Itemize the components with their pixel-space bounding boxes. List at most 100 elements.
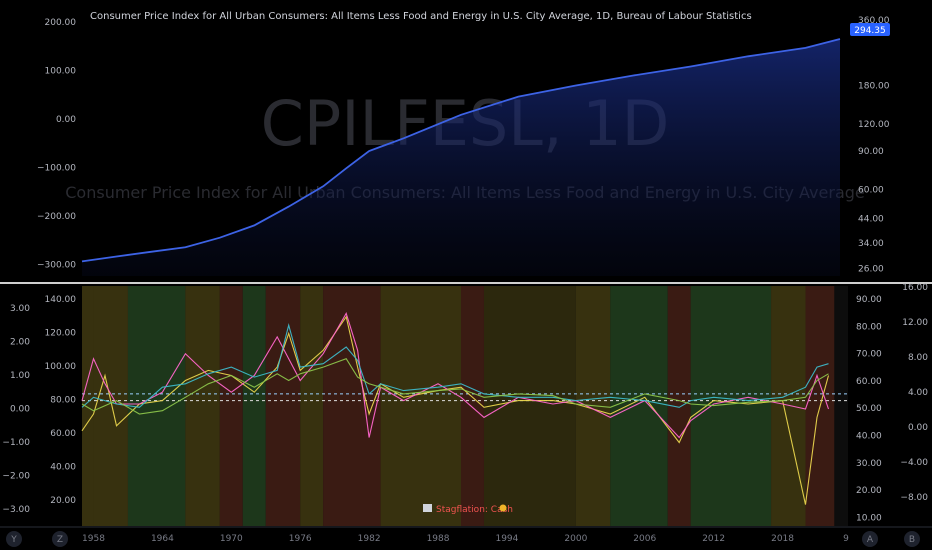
price-right-tick: 360.00 <box>858 16 890 26</box>
price-pane[interactable]: CPILFESL, 1D Consumer Price Index for Al… <box>37 0 890 282</box>
indicator-right-inner-tick: 50.00 <box>856 404 882 414</box>
time-axis-cut-label: 9 <box>843 534 849 544</box>
indicator-pane[interactable]: 3.00 2.00 1.00 0.00 −1.00 −2.00 −3.00 140.00 12… <box>2 283 928 526</box>
regime-band-reflation <box>483 286 576 526</box>
time-tick: 2000 <box>564 534 587 544</box>
indicator-right-outer-axis: 16.00 12.00 8.00 4.00 0.00 −4.00 −8.00 <box>900 283 928 503</box>
regime-band-stagflation <box>219 286 243 526</box>
last-price-badge <box>850 23 890 36</box>
regime-band-stagflation <box>323 286 381 526</box>
indicator-left-inner-axis: 140.00 120.00 100.00 80.00 60.00 40.00 20.00 <box>45 295 77 506</box>
time-tick: 2018 <box>771 534 794 544</box>
key-y-button[interactable]: Y <box>6 531 22 547</box>
price-left-tick: −200.00 <box>37 212 76 222</box>
indicator-right-outer-tick: 8.00 <box>908 353 928 363</box>
price-right-tick: 34.00 <box>858 239 884 249</box>
indicator-right-inner-tick: 60.00 <box>856 377 882 387</box>
price-left-axis: 200.00 100.00 0.00 −100.00 −200.00 −300.00 <box>37 18 76 271</box>
indicator-left-inner-tick: 60.00 <box>50 429 76 439</box>
indicator-left-outer-tick: −3.00 <box>2 505 30 515</box>
indicator-right-outer-tick: −8.00 <box>900 493 928 503</box>
price-left-tick: −300.00 <box>37 261 76 271</box>
indicator-left-inner-tick: 120.00 <box>45 329 77 339</box>
regime-band-recovery <box>242 286 266 526</box>
indicator-left-outer-tick: 0.00 <box>10 405 30 415</box>
indicator-right-inner-tick: 40.00 <box>856 432 882 442</box>
regime-band-stagflation <box>461 286 484 526</box>
indicator-right-inner-tick: 30.00 <box>856 459 882 469</box>
regime-band-overheat <box>185 286 220 526</box>
indicator-right-inner-tick: 70.00 <box>856 350 882 360</box>
regime-band-recovery <box>610 286 668 526</box>
time-tick: 1988 <box>427 534 450 544</box>
price-left-tick: 100.00 <box>45 67 77 77</box>
svg-text:Z: Z <box>57 535 63 545</box>
indicator-series-line-3 <box>81 323 829 408</box>
svg-text:Y: Y <box>10 535 17 545</box>
chart-title: Consumer Price Index for All Urban Consu… <box>90 11 752 22</box>
key-a-button[interactable]: A <box>862 531 878 547</box>
time-tick: 1982 <box>358 534 381 544</box>
regime-label-text: Stagflation: Cash <box>436 505 513 515</box>
indicator-series <box>81 312 830 505</box>
regime-band-recovery <box>690 286 772 526</box>
price-right-tick: 90.00 <box>858 147 884 157</box>
indicator-left-outer-tick: 1.00 <box>10 371 30 381</box>
price-left-tick: 200.00 <box>45 18 77 28</box>
time-tick: 1970 <box>220 534 243 544</box>
indicator-left-inner-tick: 100.00 <box>45 362 77 372</box>
price-right-tick: 44.00 <box>858 215 884 225</box>
regime-band-overheat <box>771 286 806 526</box>
indicator-right-inner-tick: 10.00 <box>856 513 882 523</box>
time-tick: 1994 <box>495 534 518 544</box>
indicator-right-inner-axis: 90.00 80.00 70.00 60.00 50.00 40.00 30.00 20.00… <box>856 295 882 523</box>
price-right-axis[interactable]: 360.00 180.00 120.00 90.00 60.00 44.00 34.00 26… <box>858 16 890 274</box>
indicator-left-outer-tick: −2.00 <box>2 472 30 482</box>
pane-separator[interactable] <box>0 282 932 284</box>
indicator-left-inner-tick: 140.00 <box>45 295 77 305</box>
regime-band-stagflation <box>265 286 301 526</box>
svg-text:B: B <box>909 535 915 545</box>
regime-band-overheat <box>300 286 324 526</box>
regime-band-overheat <box>82 286 94 526</box>
last-price-label: 294.35 <box>854 26 886 36</box>
indicator-right-inner-tick: 90.00 <box>856 295 882 305</box>
time-tick: 2012 <box>702 534 725 544</box>
time-tick: 2006 <box>633 534 656 544</box>
indicator-left-outer-tick: −1.00 <box>2 438 30 448</box>
time-axis[interactable]: 1958 1964 1970 1976 1982 1988 1994 2000 2006 2012… <box>0 526 932 550</box>
indicator-right-outer-tick: 0.00 <box>908 423 928 433</box>
indicator-left-outer-axis: 3.00 2.00 1.00 0.00 −1.00 −2.00 −3.00 <box>2 304 30 515</box>
time-tick: 1976 <box>289 534 312 544</box>
regime-band-overheat <box>380 286 461 526</box>
indicator-left-inner-tick: 40.00 <box>50 463 76 473</box>
price-right-tick: 60.00 <box>858 185 884 195</box>
price-left-tick: −100.00 <box>37 164 76 174</box>
regime-bands <box>82 286 848 526</box>
indicator-right-inner-tick: 80.00 <box>856 322 882 332</box>
indicator-right-outer-tick: 16.00 <box>902 283 928 293</box>
key-z-button[interactable]: Z <box>52 531 68 547</box>
indicator-right-outer-tick: 12.00 <box>902 318 928 328</box>
chart-icon <box>423 504 432 512</box>
money-bag-icon <box>499 504 507 512</box>
indicator-series-line-4 <box>81 358 829 415</box>
svg-text:A: A <box>867 535 874 545</box>
regime-band-stagflation <box>667 286 691 526</box>
price-right-tick: 26.00 <box>858 264 884 274</box>
regime-label: Stagflation: Cash <box>423 504 513 515</box>
key-b-button[interactable]: B <box>904 531 920 547</box>
price-series-line <box>81 38 841 263</box>
price-right-tick: 180.00 <box>858 81 890 91</box>
indicator-left-inner-tick: 20.00 <box>50 496 76 506</box>
price-left-tick: 0.00 <box>56 115 76 125</box>
price-right-tick: 120.00 <box>858 120 890 130</box>
indicator-right-inner-tick: 20.00 <box>856 486 882 496</box>
indicator-right-outer-tick: 4.00 <box>908 388 928 398</box>
time-tick: 1958 <box>82 534 105 544</box>
indicator-right-outer-tick: −4.00 <box>900 458 928 468</box>
indicator-left-inner-tick: 80.00 <box>50 396 76 406</box>
indicator-left-outer-tick: 2.00 <box>10 338 30 348</box>
indicator-left-outer-tick: 3.00 <box>10 304 30 314</box>
